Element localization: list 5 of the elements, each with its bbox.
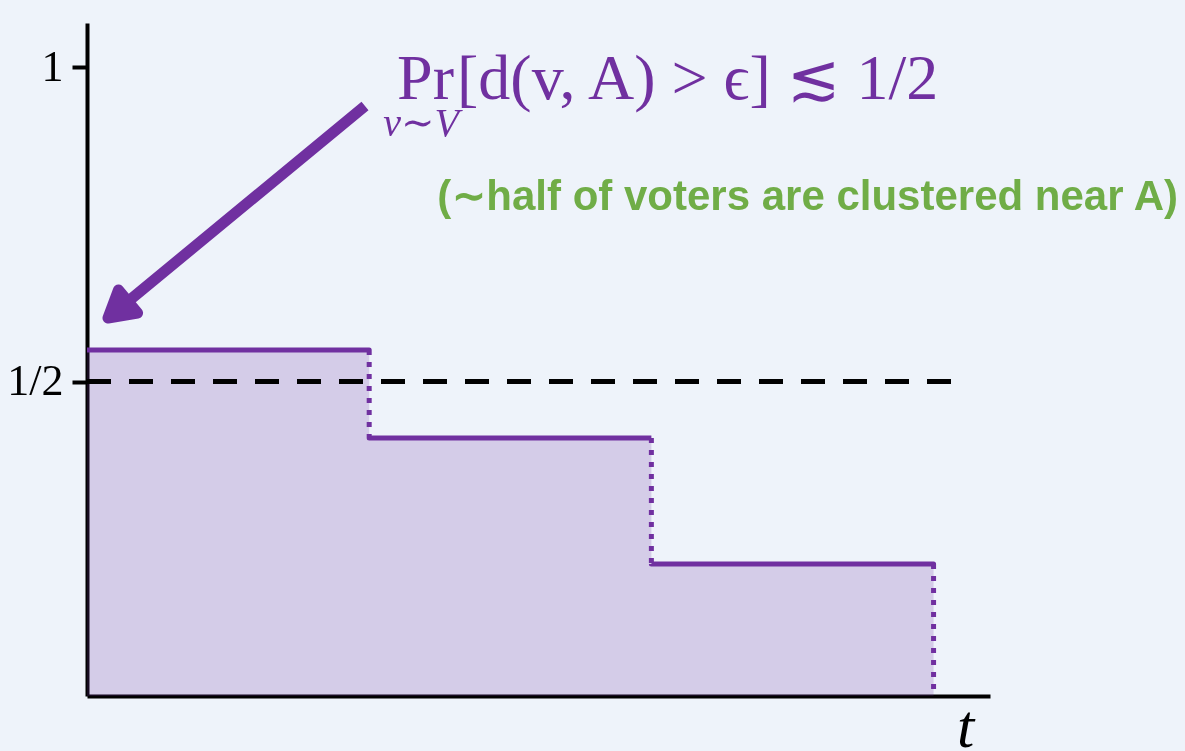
y-tick-label: 1 [41, 41, 64, 91]
annotation: (∼half of voters are clustered near A) [437, 172, 1178, 219]
y-tick-label: 1/2 [7, 356, 64, 406]
x-axis-title: t [956, 691, 976, 751]
annotation: Prv∼V[d(v, A) > ϵ] ≲ 1/2 [383, 42, 939, 145]
